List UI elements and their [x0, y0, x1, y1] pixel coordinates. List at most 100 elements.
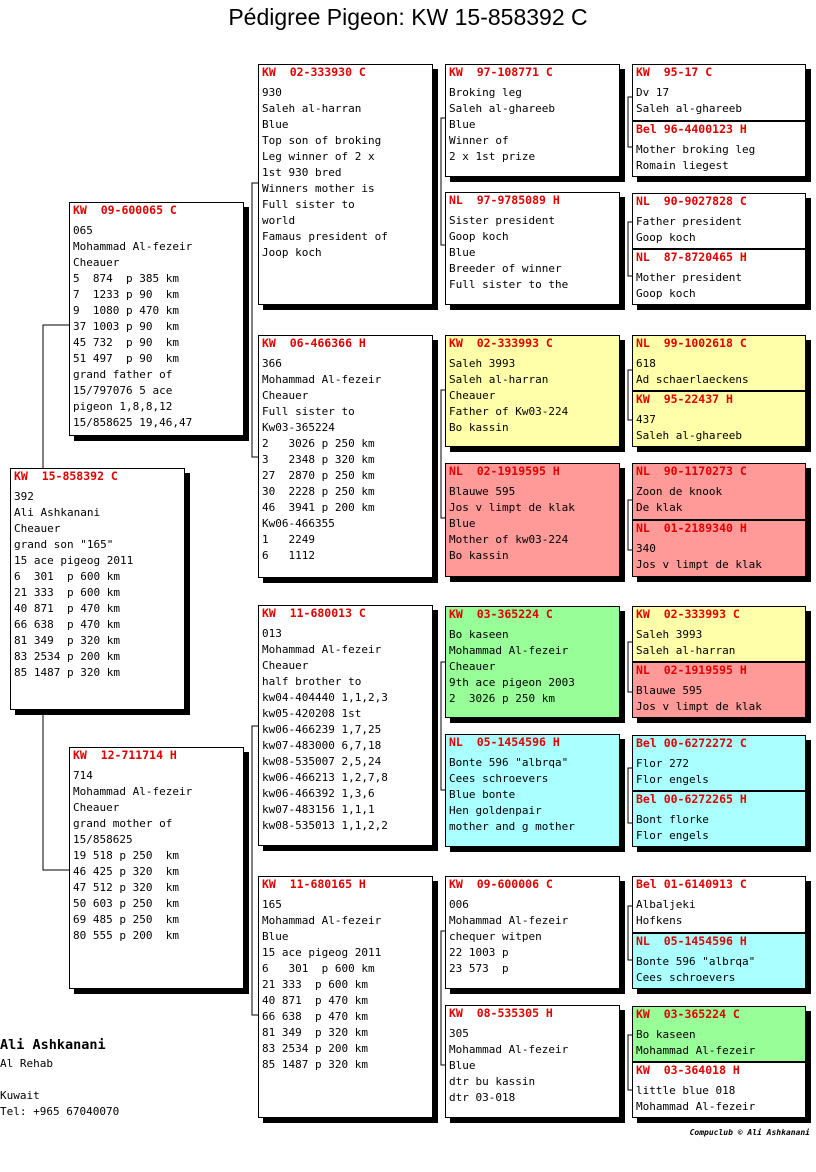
pigeon-info-line: 30 2228 p 250 km — [262, 485, 375, 498]
pigeon-info-line: 83 2534 p 200 km — [14, 650, 120, 663]
pigeon-info-line: 40 871 p 470 km — [14, 602, 120, 615]
pigeon-info-line: 9 1080 p 470 km — [73, 304, 179, 317]
pigeon-info-line: Saleh 3993 — [449, 357, 516, 370]
owner-line: Kuwait — [0, 1089, 40, 1102]
pigeon-info-line: Bont florke — [636, 813, 709, 826]
pigeon-info-line: 7 1233 p 90 km — [73, 288, 179, 301]
pigeon-card-dam: KW 12-711714 H 714 Mohammad Al-fezeir Chea… — [69, 747, 244, 989]
pigeon-info-line: 618 — [636, 357, 656, 370]
pigeon-card-gen4: NL 99-1002618 C 618 Ad schaerlaeckens — [632, 335, 806, 391]
pigeon-info-line: Saleh 3993 — [636, 628, 703, 641]
pigeon-card-gen3: NL 97-9785089 H Sister president Goop koc… — [445, 192, 620, 305]
pigeon-info-line: Mohammad Al-fezeir — [449, 644, 569, 657]
pigeon-card-gen4: Bel 01-6140913 C Albaljeki Hofkens — [632, 876, 806, 933]
pigeon-card-gen4: KW 03-364018 H little blue 018 Mohammad A… — [632, 1062, 806, 1118]
owner-info: Ali Ashkanani Al Rehab Kuwait Tel: +965 … — [0, 1036, 119, 1120]
pigeon-info-line: 81 349 p 320 km — [14, 634, 120, 647]
pigeon-info-line: Ali Ashkanani — [14, 506, 101, 519]
pigeon-info-line: 15/858625 — [73, 833, 133, 846]
pigeon-card-gen4: KW 02-333993 C Saleh 3993 Saleh al-harran — [632, 606, 806, 662]
pigeon-info-line: Mother of kw03-224 — [449, 533, 569, 546]
pigeon-card-sire: KW 09-600065 C 065 Mohammad Al-fezeir Chea… — [69, 202, 244, 436]
pigeon-info-line: 2 3026 p 250 km — [262, 437, 375, 450]
pigeon-card-gen4: KW 95-17 C Dv 17 Saleh al-ghareeb — [632, 64, 806, 121]
pigeon-info-line: Blue — [262, 930, 289, 943]
pigeon-info-line: Saleh al-harran — [449, 373, 549, 386]
pigeon-info-line: dtr bu kassin — [449, 1075, 536, 1088]
pigeon-info-line: grand son "165" — [14, 538, 114, 551]
owner-line — [0, 1072, 119, 1088]
pigeon-info-line: 85 1487 p 320 km — [14, 666, 120, 679]
pigeon-info-line: 46 3941 p 200 km — [262, 501, 375, 514]
pigeon-info-line: 366 — [262, 357, 282, 370]
pigeon-info-line: Full sister to — [262, 198, 355, 211]
pigeon-info-line: 15 ace pigeog 2011 — [14, 554, 134, 567]
ring-number: Bel 00-6272265 H — [636, 792, 747, 806]
pigeon-info-line: 437 — [636, 413, 656, 426]
pigeon-info-line: 714 — [73, 769, 93, 782]
pigeon-info-line: Broking leg — [449, 86, 522, 99]
pigeon-info-line: 15 ace pigeog 2011 — [262, 946, 382, 959]
pigeon-info-line: Mohammad Al-fezeir — [262, 643, 382, 656]
pigeon-info-line: Mother president — [636, 271, 742, 284]
pigeon-info-line: Goop koch — [636, 231, 696, 244]
pigeon-info-line: Blue — [449, 246, 476, 259]
ring-number: NL 02-1919595 H — [449, 464, 560, 478]
pigeon-info-line: 50 603 p 250 km — [73, 897, 179, 910]
pigeon-info-line: Bo kaseen — [449, 628, 509, 641]
ring-number: NL 90-9027828 C — [636, 194, 747, 208]
ring-number: NL 05-1454596 H — [449, 735, 560, 749]
pigeon-info-line: kw08-535007 2,5,24 — [262, 755, 382, 768]
pigeon-info-line: Leg winner of 2 x — [262, 150, 375, 163]
ring-number: NL 90-1170273 C — [636, 464, 747, 478]
pigeon-info-line: Sister president — [449, 214, 555, 227]
pigeon-card-gen4: NL 01-2189340 H 340 Jos v limpt de klak — [632, 520, 806, 577]
pigeon-info-line: Blauwe 595 — [449, 485, 516, 498]
pigeon-info-line: Father president — [636, 215, 742, 228]
pigeon-info-line: Cheauer — [262, 659, 309, 672]
ring-number: Bel 96-4400123 H — [636, 122, 747, 136]
pigeon-info-line: 66 638 p 470 km — [14, 618, 120, 631]
ring-number: KW 15-858392 C — [14, 469, 118, 483]
pigeon-info-line: 2 x 1st prize — [449, 150, 536, 163]
pigeon-info-line: 37 1003 p 90 km — [73, 320, 179, 333]
pigeon-info-line: Mohammad Al-fezeir — [636, 1100, 756, 1113]
pigeon-info-line: 9th ace pigeon 2003 — [449, 676, 575, 689]
ring-number: KW 11-680013 C — [262, 606, 366, 620]
ring-number: KW 95-22437 H — [636, 392, 733, 406]
pigeon-info-line: Flor 272 — [636, 757, 689, 770]
ring-number: KW 09-600006 C — [449, 877, 553, 891]
pigeon-info-line: 6 1112 — [262, 549, 315, 562]
pigeon-info-line: grand mother of — [73, 817, 173, 830]
pigeon-info-line: 83 2534 p 200 km — [262, 1042, 368, 1055]
ring-number: KW 11-680165 H — [262, 877, 366, 891]
pigeon-info-line: Mohammad Al-fezeir — [262, 373, 382, 386]
pigeon-info-line: Cheauer — [262, 389, 309, 402]
pigeon-info-line: Zoon de knook — [636, 485, 723, 498]
pigeon-info-line: Cees schroevers — [636, 971, 736, 984]
pigeon-info-line: Bo kassin — [449, 549, 509, 562]
pigeon-info-line: 013 — [262, 627, 282, 640]
pigeon-info-line: Top son of broking — [262, 134, 382, 147]
pigeon-info-line: Blue — [449, 1059, 476, 1072]
pigeon-info-line: 5 874 p 385 km — [73, 272, 179, 285]
pigeon-card-gen4: NL 87-8720465 H Mother president Goop koc… — [632, 249, 806, 305]
pigeon-info-line: kw07-483156 1,1,1 — [262, 803, 375, 816]
pigeon-info-line: Cheauer — [14, 522, 61, 535]
pigeon-info-line: 6 301 p 600 km — [262, 962, 375, 975]
pigeon-info-line: 27 2870 p 250 km — [262, 469, 375, 482]
ring-number: KW 03-365224 C — [636, 1007, 740, 1021]
pigeon-info-line: Romain liegest — [636, 159, 729, 172]
ring-number: KW 95-17 C — [636, 65, 713, 79]
pigeon-info-line: Mohammad Al-fezeir — [262, 914, 382, 927]
pigeon-info-line: Albaljeki — [636, 898, 696, 911]
pigeon-info-line: 2 3026 p 250 km — [449, 692, 555, 705]
ring-number: KW 03-364018 H — [636, 1063, 740, 1077]
pigeon-info-line: Mother broking leg — [636, 143, 756, 156]
pigeon-info-line: 47 512 p 320 km — [73, 881, 179, 894]
pigeon-info-line: 85 1487 p 320 km — [262, 1058, 368, 1071]
pigeon-info-line: Saleh al-ghareeb — [636, 102, 742, 115]
pigeon-info-line: 006 — [449, 898, 469, 911]
ring-number: NL 01-2189340 H — [636, 521, 747, 535]
